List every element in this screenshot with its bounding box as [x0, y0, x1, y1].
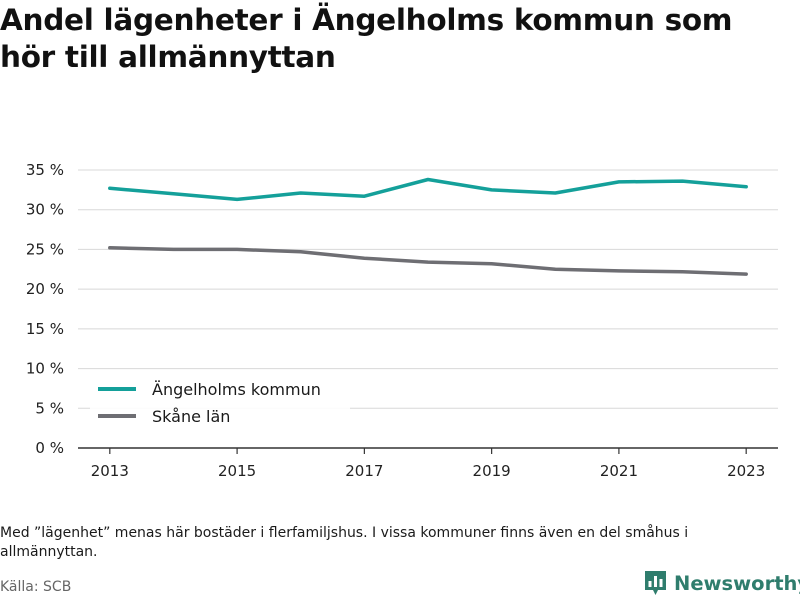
y-tick-label: 5 %: [35, 399, 64, 417]
y-tick-label: 20 %: [26, 280, 64, 298]
y-tick-label: 10 %: [26, 360, 64, 378]
y-tick-label: 25 %: [26, 240, 64, 258]
series-line-angelholm: [108, 177, 748, 202]
source-label: Källa: SCB: [0, 579, 72, 595]
legend-background: [90, 376, 350, 434]
y-tick-label: 35 %: [26, 161, 64, 179]
y-tick-label: 15 %: [26, 320, 64, 338]
legend-label: Skåne län: [152, 407, 230, 426]
chart-note: Med ”lägenhet” menas här bostäder i fler…: [0, 525, 689, 560]
brand-logo: Newsworthy: [644, 570, 800, 596]
x-axis: 2013 2015 2017 2019 2021 2023: [78, 447, 778, 480]
x-tick-label: 2015: [218, 462, 256, 480]
series-group: [108, 177, 748, 276]
grid-lines: [78, 169, 778, 409]
brand-name: Newsworthy: [674, 571, 800, 595]
y-axis: 0 % 5 % 10 % 15 % 20 % 25 % 30 % 35 %: [26, 161, 64, 457]
chart-title: Andel lägenheter i Ängelholms kommun som…: [0, 3, 733, 74]
x-tick-label: 2021: [600, 462, 638, 480]
x-tick-label: 2023: [727, 462, 765, 480]
x-tick-label: 2019: [473, 462, 511, 480]
y-tick-label: 30 %: [26, 201, 64, 219]
legend: Ängelholms kommun Skåne län: [90, 376, 350, 434]
series-line-skane: [108, 246, 748, 276]
legend-label: Ängelholms kommun: [152, 380, 321, 399]
newsworthy-logo-icon: [645, 571, 666, 595]
x-tick-label: 2017: [345, 462, 383, 480]
y-tick-label: 0 %: [35, 439, 64, 457]
x-tick-label: 2013: [91, 462, 129, 480]
